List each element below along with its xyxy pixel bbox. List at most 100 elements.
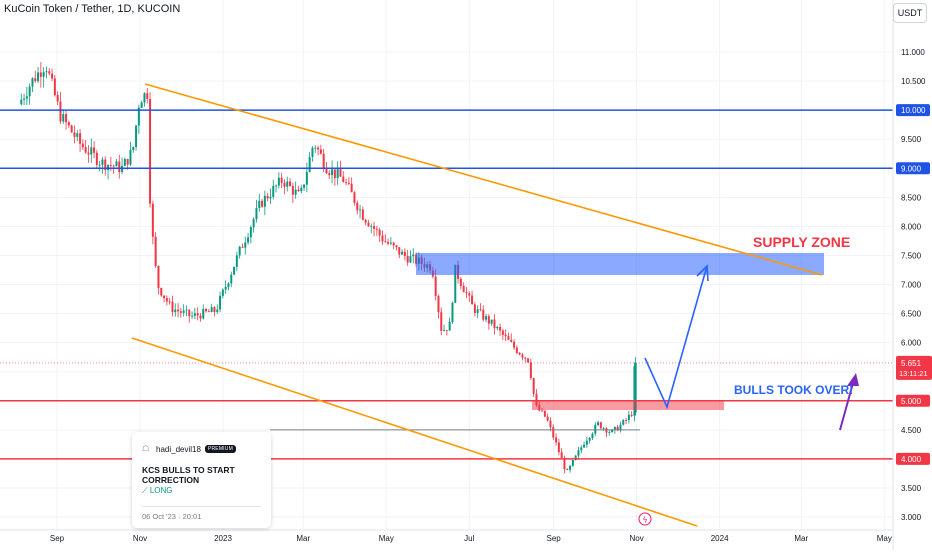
x-tick-label: Nov (133, 534, 147, 543)
candle-body (37, 72, 40, 82)
candle-body (65, 114, 68, 123)
candle-body (490, 319, 493, 324)
candle-body (79, 133, 82, 144)
candle-body (401, 251, 404, 255)
candle-body (409, 256, 412, 263)
y-tick-label: 6.000 (901, 339, 922, 348)
candle-body (84, 147, 87, 153)
candle-body (625, 420, 628, 421)
candle-body (521, 354, 524, 358)
candle-body (202, 308, 205, 319)
x-tick-label: Mar (296, 534, 310, 543)
candle-body (622, 420, 625, 425)
candle-body (149, 98, 152, 204)
candle-body (496, 327, 499, 329)
candle-body (339, 169, 342, 177)
candle-body (627, 414, 630, 421)
candle-body (224, 286, 227, 290)
candle-body (207, 311, 210, 313)
candle-body (465, 292, 468, 294)
candle-body (205, 308, 208, 312)
candle-body (51, 73, 54, 79)
candle-body (247, 237, 250, 243)
candle-body (76, 133, 79, 137)
candle-body (333, 169, 336, 178)
candle-body (53, 78, 56, 96)
y-tick-label: 10.500 (901, 77, 926, 86)
x-tick-label: Sep (547, 534, 562, 543)
author-name[interactable]: hadi_devil18 (156, 444, 201, 454)
candle-body (437, 295, 440, 313)
candle-body (501, 330, 504, 335)
candle-body (269, 196, 272, 199)
candle-body (272, 185, 275, 197)
channel-lower-line[interactable] (131, 337, 698, 527)
candle-body (580, 447, 583, 451)
candle-body (137, 107, 140, 126)
candle-body (585, 440, 588, 445)
price-level-tag-label: 4.000 (901, 455, 922, 464)
candle-body (569, 465, 572, 470)
channel-upper-line[interactable] (144, 83, 823, 276)
candle-body (328, 173, 331, 176)
currency-button[interactable]: USDT (893, 3, 927, 23)
candle-body (98, 164, 101, 166)
y-tick-label: 6.500 (901, 310, 922, 319)
candle-body (583, 444, 586, 448)
idea-card[interactable]: ☖ hadi_devil18 PREMIUM KCS BULLS TO STAR… (132, 432, 271, 528)
candle-body (294, 189, 297, 195)
candle-body (266, 195, 269, 199)
candle-body (23, 98, 26, 100)
premium-badge: PREMIUM (204, 445, 236, 453)
candle-body (31, 78, 34, 87)
candle-body (185, 309, 188, 311)
candle-body (378, 229, 381, 236)
candle-body (353, 192, 356, 203)
current-price-value: 5.651 (901, 359, 922, 368)
candle-body (381, 235, 384, 242)
candle-body (216, 309, 219, 313)
candle-body (317, 147, 320, 150)
candle-body (303, 184, 306, 188)
candle-body (249, 227, 252, 238)
candle-body (291, 186, 294, 195)
momentum-arrow-shaft[interactable] (839, 382, 854, 431)
price-level-tag-label: 9.000 (901, 164, 922, 173)
candle-body (616, 426, 619, 431)
supply-zone-box[interactable] (416, 253, 824, 275)
demand-zone-box[interactable] (532, 400, 724, 410)
idea-title[interactable]: KCS BULLS TO START CORRECTION (142, 465, 235, 485)
idea-direction-label: LONG (149, 486, 173, 495)
event-marker[interactable] (638, 512, 652, 526)
y-tick-label: 3.000 (901, 513, 922, 522)
card-divider (142, 506, 261, 507)
candle-body (546, 416, 549, 421)
candle-body (479, 309, 482, 311)
projection-path[interactable] (644, 265, 708, 410)
candle-body (507, 336, 510, 340)
candle-body (132, 147, 135, 151)
candle-body (140, 102, 143, 108)
candle-body (387, 241, 390, 244)
candle-body (633, 366, 636, 416)
candle-body (445, 330, 448, 332)
candle-body (412, 254, 415, 257)
candle-body (233, 266, 236, 275)
y-tick-label: 7.500 (901, 251, 922, 260)
candle-body (370, 226, 373, 227)
candle-body (608, 432, 611, 433)
candle-body (221, 289, 224, 296)
candle-body (93, 147, 96, 153)
candle-body (196, 313, 199, 316)
candle-body (552, 427, 555, 438)
candle-body (34, 78, 37, 82)
candle-body (347, 182, 350, 184)
idea-date: 06 Oct '23 · 20:01 (142, 512, 202, 521)
momentum-arrowhead (847, 373, 859, 386)
candle-body (227, 283, 230, 287)
card-author-row: ☖ hadi_devil18 PREMIUM (142, 444, 236, 454)
candle-body (28, 86, 31, 97)
candle-body (364, 219, 367, 223)
candle-body (70, 125, 73, 133)
